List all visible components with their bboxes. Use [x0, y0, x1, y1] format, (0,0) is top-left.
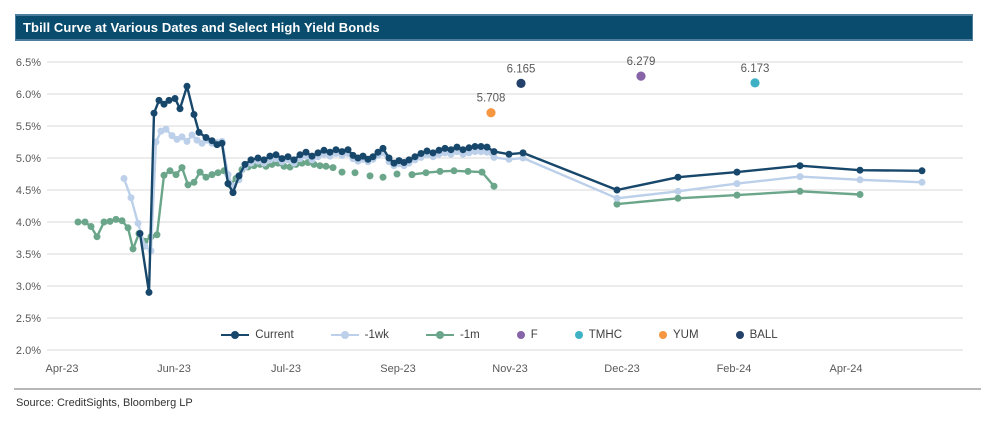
- legend-dot-marker-icon: [735, 331, 744, 339]
- svg-text:6.0%: 6.0%: [16, 89, 41, 101]
- bond-point-yum: [486, 108, 496, 118]
- bond-value-label-yum: 5.708: [477, 93, 506, 105]
- legend-item-f: F: [516, 329, 538, 341]
- svg-text:Sep-23: Sep-23: [380, 363, 415, 375]
- bond-point-tmhc: [750, 78, 760, 88]
- svg-text:Feb-24: Feb-24: [717, 363, 752, 375]
- legend-dot-marker-icon: [435, 331, 444, 339]
- bond-value-label-ball: 6.165: [507, 63, 536, 75]
- legend-label: -1m: [459, 329, 480, 341]
- svg-text:5.5%: 5.5%: [16, 121, 41, 133]
- legend-dot-marker-icon: [340, 331, 349, 339]
- svg-text:6.5%: 6.5%: [16, 57, 41, 69]
- legend-item-ball: BALL: [735, 329, 778, 341]
- legend-label: -1wk: [364, 329, 389, 341]
- legend-item-1m: -1m: [425, 329, 480, 341]
- bond-point-ball: [516, 78, 526, 88]
- bond-points: 5.708 6.165 6.279 6.173: [477, 56, 770, 118]
- legend-item-tmhc: TMHC: [574, 329, 622, 341]
- svg-text:Apr-24: Apr-24: [829, 363, 862, 375]
- svg-text:Nov-23: Nov-23: [492, 363, 527, 375]
- bond-value-label-f: 6.279: [627, 56, 656, 68]
- svg-text:4.5%: 4.5%: [16, 185, 41, 197]
- gridlines: [47, 61, 963, 351]
- svg-text:Apr-23: Apr-23: [45, 363, 78, 375]
- bond-point-f: [636, 71, 646, 81]
- chart-title: Tbill Curve at Various Dates and Select …: [23, 20, 380, 35]
- source-note: Source: CreditSights, Bloomberg LP: [16, 397, 193, 409]
- legend-item-1wk: -1wk: [330, 329, 389, 341]
- legend-line-marker-icon: [221, 331, 250, 339]
- legend-dot-marker-icon: [574, 331, 583, 339]
- series--1m: [74, 159, 864, 253]
- y-axis-tick-labels: 6.5% 6.0% 5.5% 5.0% 4.5% 4.0% 3.5% 3.0% 2.5% 2.0%: [16, 57, 41, 357]
- legend-label: YUM: [673, 329, 699, 341]
- svg-text:2.0%: 2.0%: [16, 345, 41, 357]
- svg-text:4.0%: 4.0%: [16, 217, 41, 229]
- svg-text:Jun-23: Jun-23: [157, 363, 191, 375]
- legend-line-marker-icon: [425, 331, 454, 339]
- svg-text:3.0%: 3.0%: [16, 281, 41, 293]
- legend-dot-marker-icon: [659, 331, 667, 339]
- svg-text:2.5%: 2.5%: [16, 313, 41, 325]
- svg-text:Dec-23: Dec-23: [604, 363, 639, 375]
- svg-text:3.5%: 3.5%: [16, 249, 41, 261]
- legend-label: F: [530, 329, 538, 341]
- svg-text:Jul-23: Jul-23: [271, 363, 301, 375]
- legend-item-yum: YUM: [659, 329, 699, 341]
- chart-legend: Current -1wk -1m F TMHC YUM BALL: [47, 329, 952, 341]
- series-current: [136, 82, 926, 296]
- svg-text:5.0%: 5.0%: [16, 153, 41, 165]
- x-axis-tick-labels: Apr-23 Jun-23 Jul-23 Sep-23 Nov-23 Dec-23 Feb-…: [45, 363, 862, 375]
- legend-label: BALL: [749, 329, 778, 341]
- chart-title-bar: Tbill Curve at Various Dates and Select …: [15, 14, 973, 41]
- legend-dot-marker-icon: [231, 331, 240, 339]
- bond-value-label-tmhc: 6.173: [741, 63, 770, 75]
- legend-label: Current: [255, 329, 294, 341]
- legend-label: TMHC: [588, 329, 622, 341]
- legend-item-current: Current: [221, 329, 294, 341]
- legend-line-marker-icon: [330, 331, 359, 339]
- legend-dot-marker-icon: [516, 331, 525, 339]
